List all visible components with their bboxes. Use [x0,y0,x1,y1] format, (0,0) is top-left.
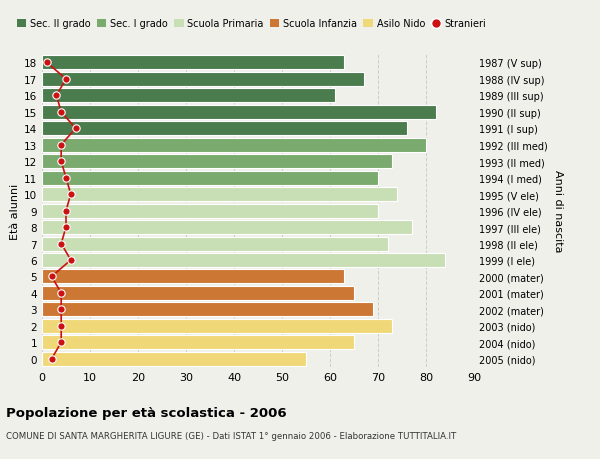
Point [47,355,56,363]
Point [66,191,76,198]
Point [47,273,56,280]
Bar [42,106,436,119]
Point [56,241,66,248]
Bar [42,89,335,103]
Point [56,323,66,330]
Point [56,142,66,149]
Point [56,109,66,116]
Bar [42,303,373,317]
Bar [42,286,354,300]
Legend: Sec. II grado, Sec. I grado, Scuola Primaria, Scuola Infanzia, Asilo Nido, Stran: Sec. II grado, Sec. I grado, Scuola Prim… [17,19,487,29]
Point [61,207,71,215]
Point [66,257,76,264]
Bar [42,253,445,268]
Y-axis label: Età alunni: Età alunni [10,183,20,239]
Point [56,158,66,166]
Bar [42,73,364,87]
Bar [42,270,344,284]
Bar [42,352,306,366]
Bar [42,56,344,70]
Point [56,339,66,346]
Point [56,306,66,313]
Bar [42,204,378,218]
Point [61,224,71,231]
Bar [42,122,407,136]
Point [61,174,71,182]
Bar [42,237,388,251]
Bar [42,319,392,333]
Point [71,125,80,133]
Bar [42,155,392,169]
Text: COMUNE DI SANTA MARGHERITA LIGURE (GE) - Dati ISTAT 1° gennaio 2006 - Elaborazio: COMUNE DI SANTA MARGHERITA LIGURE (GE) -… [6,431,456,441]
Point [52,92,61,100]
Point [56,290,66,297]
Bar [42,139,426,152]
Bar [42,221,412,235]
Y-axis label: Anni di nascita: Anni di nascita [553,170,563,252]
Bar [42,188,397,202]
Text: Popolazione per età scolastica - 2006: Popolazione per età scolastica - 2006 [6,406,287,419]
Bar [42,336,354,350]
Bar [42,171,378,185]
Point [42,60,52,67]
Point [61,76,71,84]
